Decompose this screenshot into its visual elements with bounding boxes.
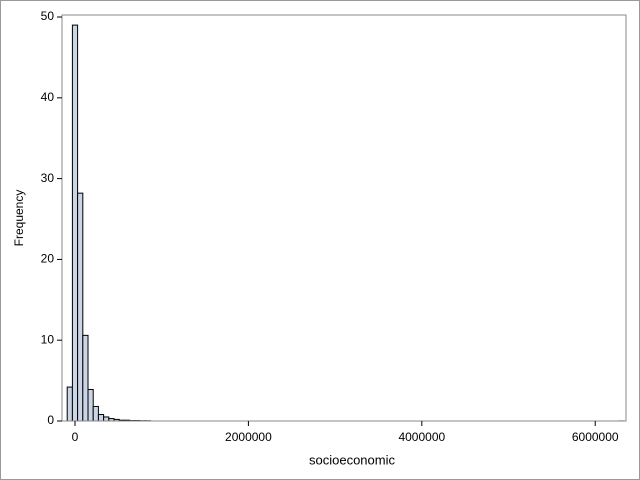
y-tick-label: 20 — [41, 252, 55, 266]
x-axis-label: socioeconomic — [309, 452, 395, 467]
x-tick-label: 4000000 — [398, 430, 445, 444]
x-tick-label: 6000000 — [572, 430, 619, 444]
bar — [87, 388, 94, 422]
plot-frame — [61, 14, 627, 422]
y-axis-label: Frequency — [12, 190, 26, 247]
bar — [71, 24, 79, 422]
x-tick-label: 0 — [72, 430, 79, 444]
bar — [103, 416, 110, 422]
bar — [92, 405, 99, 422]
y-tick-label: 40 — [41, 90, 55, 104]
bar — [77, 192, 84, 422]
y-tick-label: 30 — [41, 171, 55, 185]
bar — [66, 386, 73, 422]
y-tick-label: 10 — [41, 332, 55, 346]
bar — [82, 334, 89, 422]
y-tick-label: 50 — [41, 9, 55, 23]
y-tick-label: 0 — [47, 413, 54, 427]
x-tick-label: 2000000 — [225, 430, 272, 444]
bar — [97, 414, 105, 422]
